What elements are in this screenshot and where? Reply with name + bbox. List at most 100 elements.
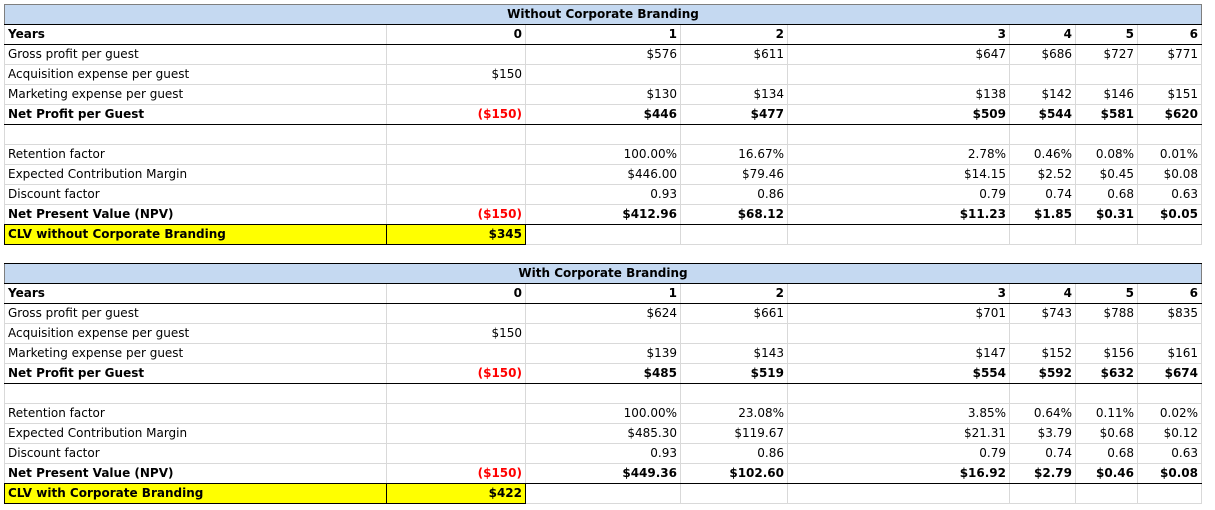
net-value-year-0[interactable]: ($150) <box>386 363 526 384</box>
net-value-year-1[interactable]: $446 <box>525 104 681 125</box>
empty-cell[interactable] <box>1137 124 1202 145</box>
gross-value-year-5[interactable]: $727 <box>1075 44 1138 65</box>
empty-cell[interactable] <box>1137 483 1202 504</box>
empty-cell[interactable] <box>386 124 526 145</box>
disc-value-year-0[interactable] <box>386 443 526 464</box>
gross-value-year-4[interactable]: $743 <box>1009 303 1076 324</box>
empty-cell[interactable] <box>525 124 681 145</box>
npv-value-year-5[interactable]: $0.31 <box>1075 204 1138 225</box>
acq-value-year-6[interactable] <box>1137 323 1202 344</box>
ecm-value-year-4[interactable]: $3.79 <box>1009 423 1076 444</box>
net-value-year-3[interactable]: $509 <box>787 104 1010 125</box>
ret-value-year-5[interactable]: 0.08% <box>1075 144 1138 165</box>
npv-value-year-6[interactable]: $0.05 <box>1137 204 1202 225</box>
ecm-value-year-5[interactable]: $0.45 <box>1075 164 1138 185</box>
mkt-value-year-1[interactable]: $130 <box>525 84 681 105</box>
ecm-value-year-3[interactable]: $14.15 <box>787 164 1010 185</box>
ecm-value-year-6[interactable]: $0.12 <box>1137 423 1202 444</box>
net-value-year-0[interactable]: ($150) <box>386 104 526 125</box>
mkt-value-year-2[interactable]: $143 <box>680 343 788 364</box>
gross-value-year-1[interactable]: $624 <box>525 303 681 324</box>
acq-value-year-0[interactable]: $150 <box>386 323 526 344</box>
empty-cell[interactable] <box>1009 124 1076 145</box>
disc-value-year-5[interactable]: 0.68 <box>1075 443 1138 464</box>
ret-value-year-1[interactable]: 100.00% <box>525 144 681 165</box>
ecm-value-year-2[interactable]: $79.46 <box>680 164 788 185</box>
npv-value-year-3[interactable]: $11.23 <box>787 204 1010 225</box>
ecm-value-year-1[interactable]: $446.00 <box>525 164 681 185</box>
npv-value-year-6[interactable]: $0.08 <box>1137 463 1202 484</box>
net-value-year-2[interactable]: $477 <box>680 104 788 125</box>
disc-value-year-4[interactable]: 0.74 <box>1009 184 1076 205</box>
disc-value-year-1[interactable]: 0.93 <box>525 443 681 464</box>
ret-value-year-3[interactable]: 2.78% <box>787 144 1010 165</box>
ret-value-year-5[interactable]: 0.11% <box>1075 403 1138 424</box>
mkt-value-year-0[interactable] <box>386 343 526 364</box>
empty-cell[interactable] <box>1137 244 1202 264</box>
mkt-value-year-5[interactable]: $146 <box>1075 84 1138 105</box>
gross-value-year-3[interactable]: $647 <box>787 44 1010 65</box>
ret-value-year-0[interactable] <box>386 403 526 424</box>
empty-cell[interactable] <box>1137 383 1202 404</box>
disc-value-year-1[interactable]: 0.93 <box>525 184 681 205</box>
npv-value-year-1[interactable]: $449.36 <box>525 463 681 484</box>
acq-value-year-5[interactable] <box>1075 64 1138 85</box>
ecm-value-year-6[interactable]: $0.08 <box>1137 164 1202 185</box>
ecm-value-year-0[interactable] <box>386 164 526 185</box>
empty-cell[interactable] <box>787 224 1010 245</box>
disc-value-year-6[interactable]: 0.63 <box>1137 443 1202 464</box>
empty-cell[interactable] <box>1075 224 1138 245</box>
empty-cell[interactable] <box>1075 483 1138 504</box>
clv-value[interactable]: $422 <box>386 483 526 504</box>
ret-value-year-1[interactable]: 100.00% <box>525 403 681 424</box>
npv-value-year-4[interactable]: $1.85 <box>1009 204 1076 225</box>
disc-value-year-0[interactable] <box>386 184 526 205</box>
empty-cell[interactable] <box>1009 224 1076 245</box>
npv-value-year-1[interactable]: $412.96 <box>525 204 681 225</box>
npv-value-year-0[interactable]: ($150) <box>386 204 526 225</box>
ret-value-year-6[interactable]: 0.02% <box>1137 403 1202 424</box>
empty-cell[interactable] <box>680 244 788 264</box>
mkt-value-year-5[interactable]: $156 <box>1075 343 1138 364</box>
net-value-year-6[interactable]: $674 <box>1137 363 1202 384</box>
empty-cell[interactable] <box>1075 383 1138 404</box>
empty-cell[interactable] <box>680 383 788 404</box>
acq-value-year-3[interactable] <box>787 64 1010 85</box>
acq-value-year-4[interactable] <box>1009 323 1076 344</box>
ret-value-year-4[interactable]: 0.46% <box>1009 144 1076 165</box>
ret-value-year-4[interactable]: 0.64% <box>1009 403 1076 424</box>
gross-value-year-2[interactable]: $661 <box>680 303 788 324</box>
empty-cell[interactable] <box>1075 244 1138 264</box>
gross-value-year-6[interactable]: $835 <box>1137 303 1202 324</box>
gross-value-year-0[interactable] <box>386 303 526 324</box>
gross-value-year-4[interactable]: $686 <box>1009 44 1076 65</box>
empty-cell[interactable] <box>525 483 681 504</box>
empty-cell[interactable] <box>525 244 681 264</box>
mkt-value-year-4[interactable]: $142 <box>1009 84 1076 105</box>
net-value-year-5[interactable]: $632 <box>1075 363 1138 384</box>
disc-value-year-2[interactable]: 0.86 <box>680 184 788 205</box>
acq-value-year-1[interactable] <box>525 64 681 85</box>
empty-cell[interactable] <box>4 383 387 404</box>
gross-value-year-5[interactable]: $788 <box>1075 303 1138 324</box>
disc-value-year-3[interactable]: 0.79 <box>787 443 1010 464</box>
npv-value-year-2[interactable]: $68.12 <box>680 204 788 225</box>
empty-cell[interactable] <box>386 244 526 264</box>
ecm-value-year-3[interactable]: $21.31 <box>787 423 1010 444</box>
net-value-year-3[interactable]: $554 <box>787 363 1010 384</box>
gross-value-year-0[interactable] <box>386 44 526 65</box>
ecm-value-year-1[interactable]: $485.30 <box>525 423 681 444</box>
ecm-value-year-0[interactable] <box>386 423 526 444</box>
empty-cell[interactable] <box>787 124 1010 145</box>
empty-cell[interactable] <box>787 483 1010 504</box>
disc-value-year-3[interactable]: 0.79 <box>787 184 1010 205</box>
acq-value-year-1[interactable] <box>525 323 681 344</box>
empty-cell[interactable] <box>680 124 788 145</box>
acq-value-year-4[interactable] <box>1009 64 1076 85</box>
npv-value-year-0[interactable]: ($150) <box>386 463 526 484</box>
ret-value-year-6[interactable]: 0.01% <box>1137 144 1202 165</box>
mkt-value-year-4[interactable]: $152 <box>1009 343 1076 364</box>
ecm-value-year-2[interactable]: $119.67 <box>680 423 788 444</box>
mkt-value-year-2[interactable]: $134 <box>680 84 788 105</box>
clv-value[interactable]: $345 <box>386 224 526 245</box>
